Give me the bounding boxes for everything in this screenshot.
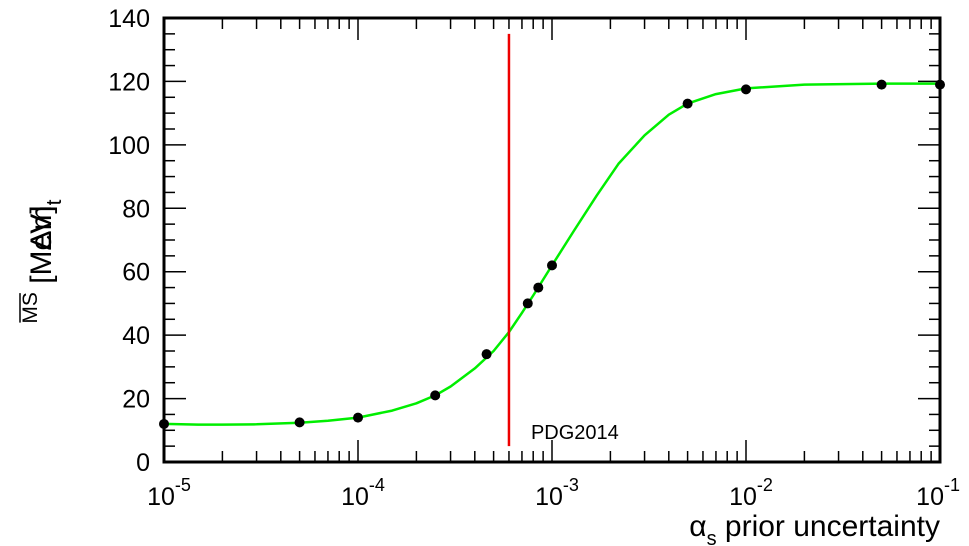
data-point [741, 84, 751, 95]
x-tick-exponent: -4 [369, 475, 385, 495]
x-tick-base: 10 [147, 483, 175, 511]
y-tick-label: 120 [108, 68, 150, 96]
data-point [522, 298, 533, 309]
x-tick-exponent: -2 [757, 475, 773, 495]
x-tick-exponent: -1 [944, 475, 960, 495]
x-axis-title-subscript: s [707, 528, 717, 546]
pdg2014-label: PDG2014 [531, 422, 619, 444]
y-tick-label: 0 [136, 449, 150, 477]
y-tick-label: 20 [122, 386, 150, 414]
x-tick-base: 10 [341, 483, 369, 511]
axis-ticks [163, 17, 940, 463]
x-tick-label: 10-3 [535, 475, 579, 511]
data-point [430, 390, 441, 401]
y-axis-title-subscript: t [43, 199, 66, 205]
x-tick-label: 10-5 [147, 475, 191, 511]
y-tick-label: 80 [122, 195, 150, 223]
x-tick-label: 10-2 [729, 475, 773, 511]
data-point [481, 349, 492, 360]
x-axis-title: αs prior uncertainty [689, 510, 940, 546]
x-axis-title-rest: prior uncertainty [717, 510, 940, 543]
fit-curve-layer [163, 82, 940, 426]
data-point [294, 417, 305, 428]
x-tick-exponent: -3 [563, 475, 579, 495]
x-axis-title-symbol: α [689, 510, 706, 543]
data-point [682, 98, 693, 109]
data-point [353, 412, 363, 423]
y-tick-label: 60 [122, 259, 150, 287]
x-tick-base: 10 [729, 483, 757, 511]
x-tick-base: 10 [535, 483, 563, 511]
x-tick-exponent: -5 [175, 475, 191, 495]
y-axis-title-text: Δmt MS [MeV] [19, 199, 66, 323]
x-tick-label: 10-4 [341, 475, 385, 511]
y-tick-label: 100 [108, 132, 150, 160]
data-point [876, 79, 887, 90]
y-axis-title: Δmt MS [MeV] [19, 199, 66, 323]
data-points-layer [159, 79, 945, 429]
data-point [533, 282, 544, 293]
y-tick-label: 140 [108, 5, 150, 33]
x-tick-label: 10-1 [916, 475, 960, 511]
x-tick-base: 10 [916, 483, 944, 511]
data-point [547, 260, 557, 271]
y-axis-title-superscript: MS [19, 292, 42, 324]
y-tick-label: 40 [122, 322, 150, 350]
y-axis-title-prefix: Δm [25, 205, 58, 250]
fit-curve [163, 82, 940, 426]
y-axis-title-suffix: [MeV] [25, 205, 58, 292]
